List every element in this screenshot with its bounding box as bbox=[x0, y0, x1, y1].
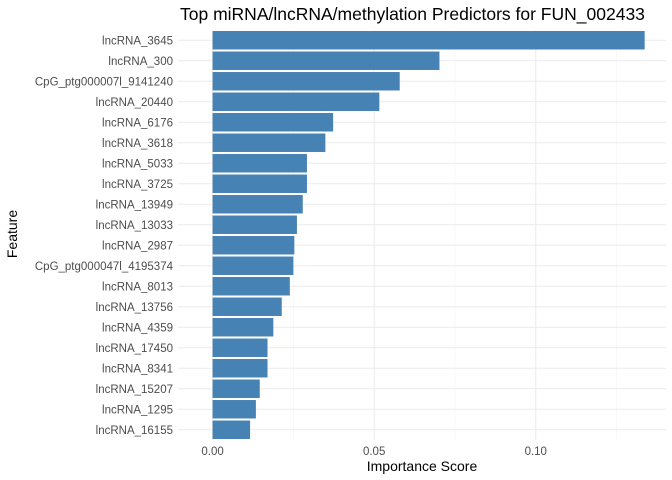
x-tick-label: 0.10 bbox=[525, 446, 547, 458]
x-axis-title: Importance Score bbox=[367, 458, 478, 474]
x-axis-tick-labels: 0.00 0.05 0.10 bbox=[201, 446, 547, 458]
bar-lncRNA_3618 bbox=[212, 133, 326, 152]
bar-CpG_ptg000047l_4195374 bbox=[212, 256, 294, 275]
bar-lncRNA_2987 bbox=[212, 236, 295, 255]
chart-title: Top miRNA/lncRNA/methylation Predictors … bbox=[180, 4, 645, 25]
y-tick-label: lncRNA_13949 bbox=[96, 199, 173, 211]
y-tick-label: lncRNA_3618 bbox=[102, 138, 173, 150]
y-tick-label: lncRNA_4359 bbox=[102, 322, 173, 334]
y-tick-label: lncRNA_15207 bbox=[96, 384, 173, 396]
bar-lncRNA_1295 bbox=[212, 400, 256, 419]
bar-lncRNA_13033 bbox=[212, 215, 297, 234]
y-tick-label: lncRNA_300 bbox=[108, 56, 173, 68]
y-tick-label: lncRNA_20440 bbox=[96, 97, 173, 109]
bar-lncRNA_16155 bbox=[212, 420, 251, 439]
bar-lncRNA_6176 bbox=[212, 113, 334, 132]
y-tick-label: CpG_ptg000007l_9141240 bbox=[35, 76, 173, 88]
bar-lncRNA_20440 bbox=[212, 92, 380, 111]
y-axis-tick-labels: lncRNA_3645 lncRNA_300 CpG_ptg000007l_9141… bbox=[35, 35, 174, 437]
x-tick-label: 0.00 bbox=[201, 446, 223, 458]
y-tick-label: lncRNA_1295 bbox=[102, 404, 173, 416]
y-tick-label: lncRNA_17450 bbox=[96, 343, 173, 355]
bar-lncRNA_5033 bbox=[212, 154, 307, 173]
x-tick-label: 0.05 bbox=[363, 446, 385, 458]
bars bbox=[212, 31, 645, 439]
y-tick-label: lncRNA_3645 bbox=[102, 35, 173, 47]
bar-lncRNA_8341 bbox=[212, 359, 268, 378]
bar-lncRNA_300 bbox=[212, 51, 440, 70]
bar-lncRNA_3645 bbox=[212, 31, 645, 50]
y-tick-label: lncRNA_2987 bbox=[102, 240, 173, 252]
y-tick-label: CpG_ptg000047l_4195374 bbox=[35, 261, 174, 273]
bar-lncRNA_13756 bbox=[212, 297, 282, 316]
bar-lncRNA_3725 bbox=[212, 174, 307, 193]
bar-lncRNA_8013 bbox=[212, 277, 290, 296]
bar-lncRNA_17450 bbox=[212, 338, 268, 357]
y-tick-label: lncRNA_8013 bbox=[102, 281, 173, 293]
bar-CpG_ptg000007l_9141240 bbox=[212, 72, 400, 91]
y-tick-label: lncRNA_3725 bbox=[102, 179, 173, 191]
bar-lncRNA_15207 bbox=[212, 379, 260, 398]
y-axis-title: Feature bbox=[4, 210, 20, 258]
bar-lncRNA_4359 bbox=[212, 318, 274, 337]
y-tick-label: lncRNA_5033 bbox=[102, 158, 173, 170]
y-tick-label: lncRNA_6176 bbox=[102, 117, 173, 129]
bar-lncRNA_13949 bbox=[212, 195, 303, 214]
y-tick-label: lncRNA_13033 bbox=[96, 220, 173, 232]
y-tick-label: lncRNA_16155 bbox=[96, 425, 173, 437]
grid bbox=[178, 30, 666, 440]
y-tick-label: lncRNA_13756 bbox=[96, 302, 173, 314]
y-tick-label: lncRNA_8341 bbox=[102, 363, 173, 375]
